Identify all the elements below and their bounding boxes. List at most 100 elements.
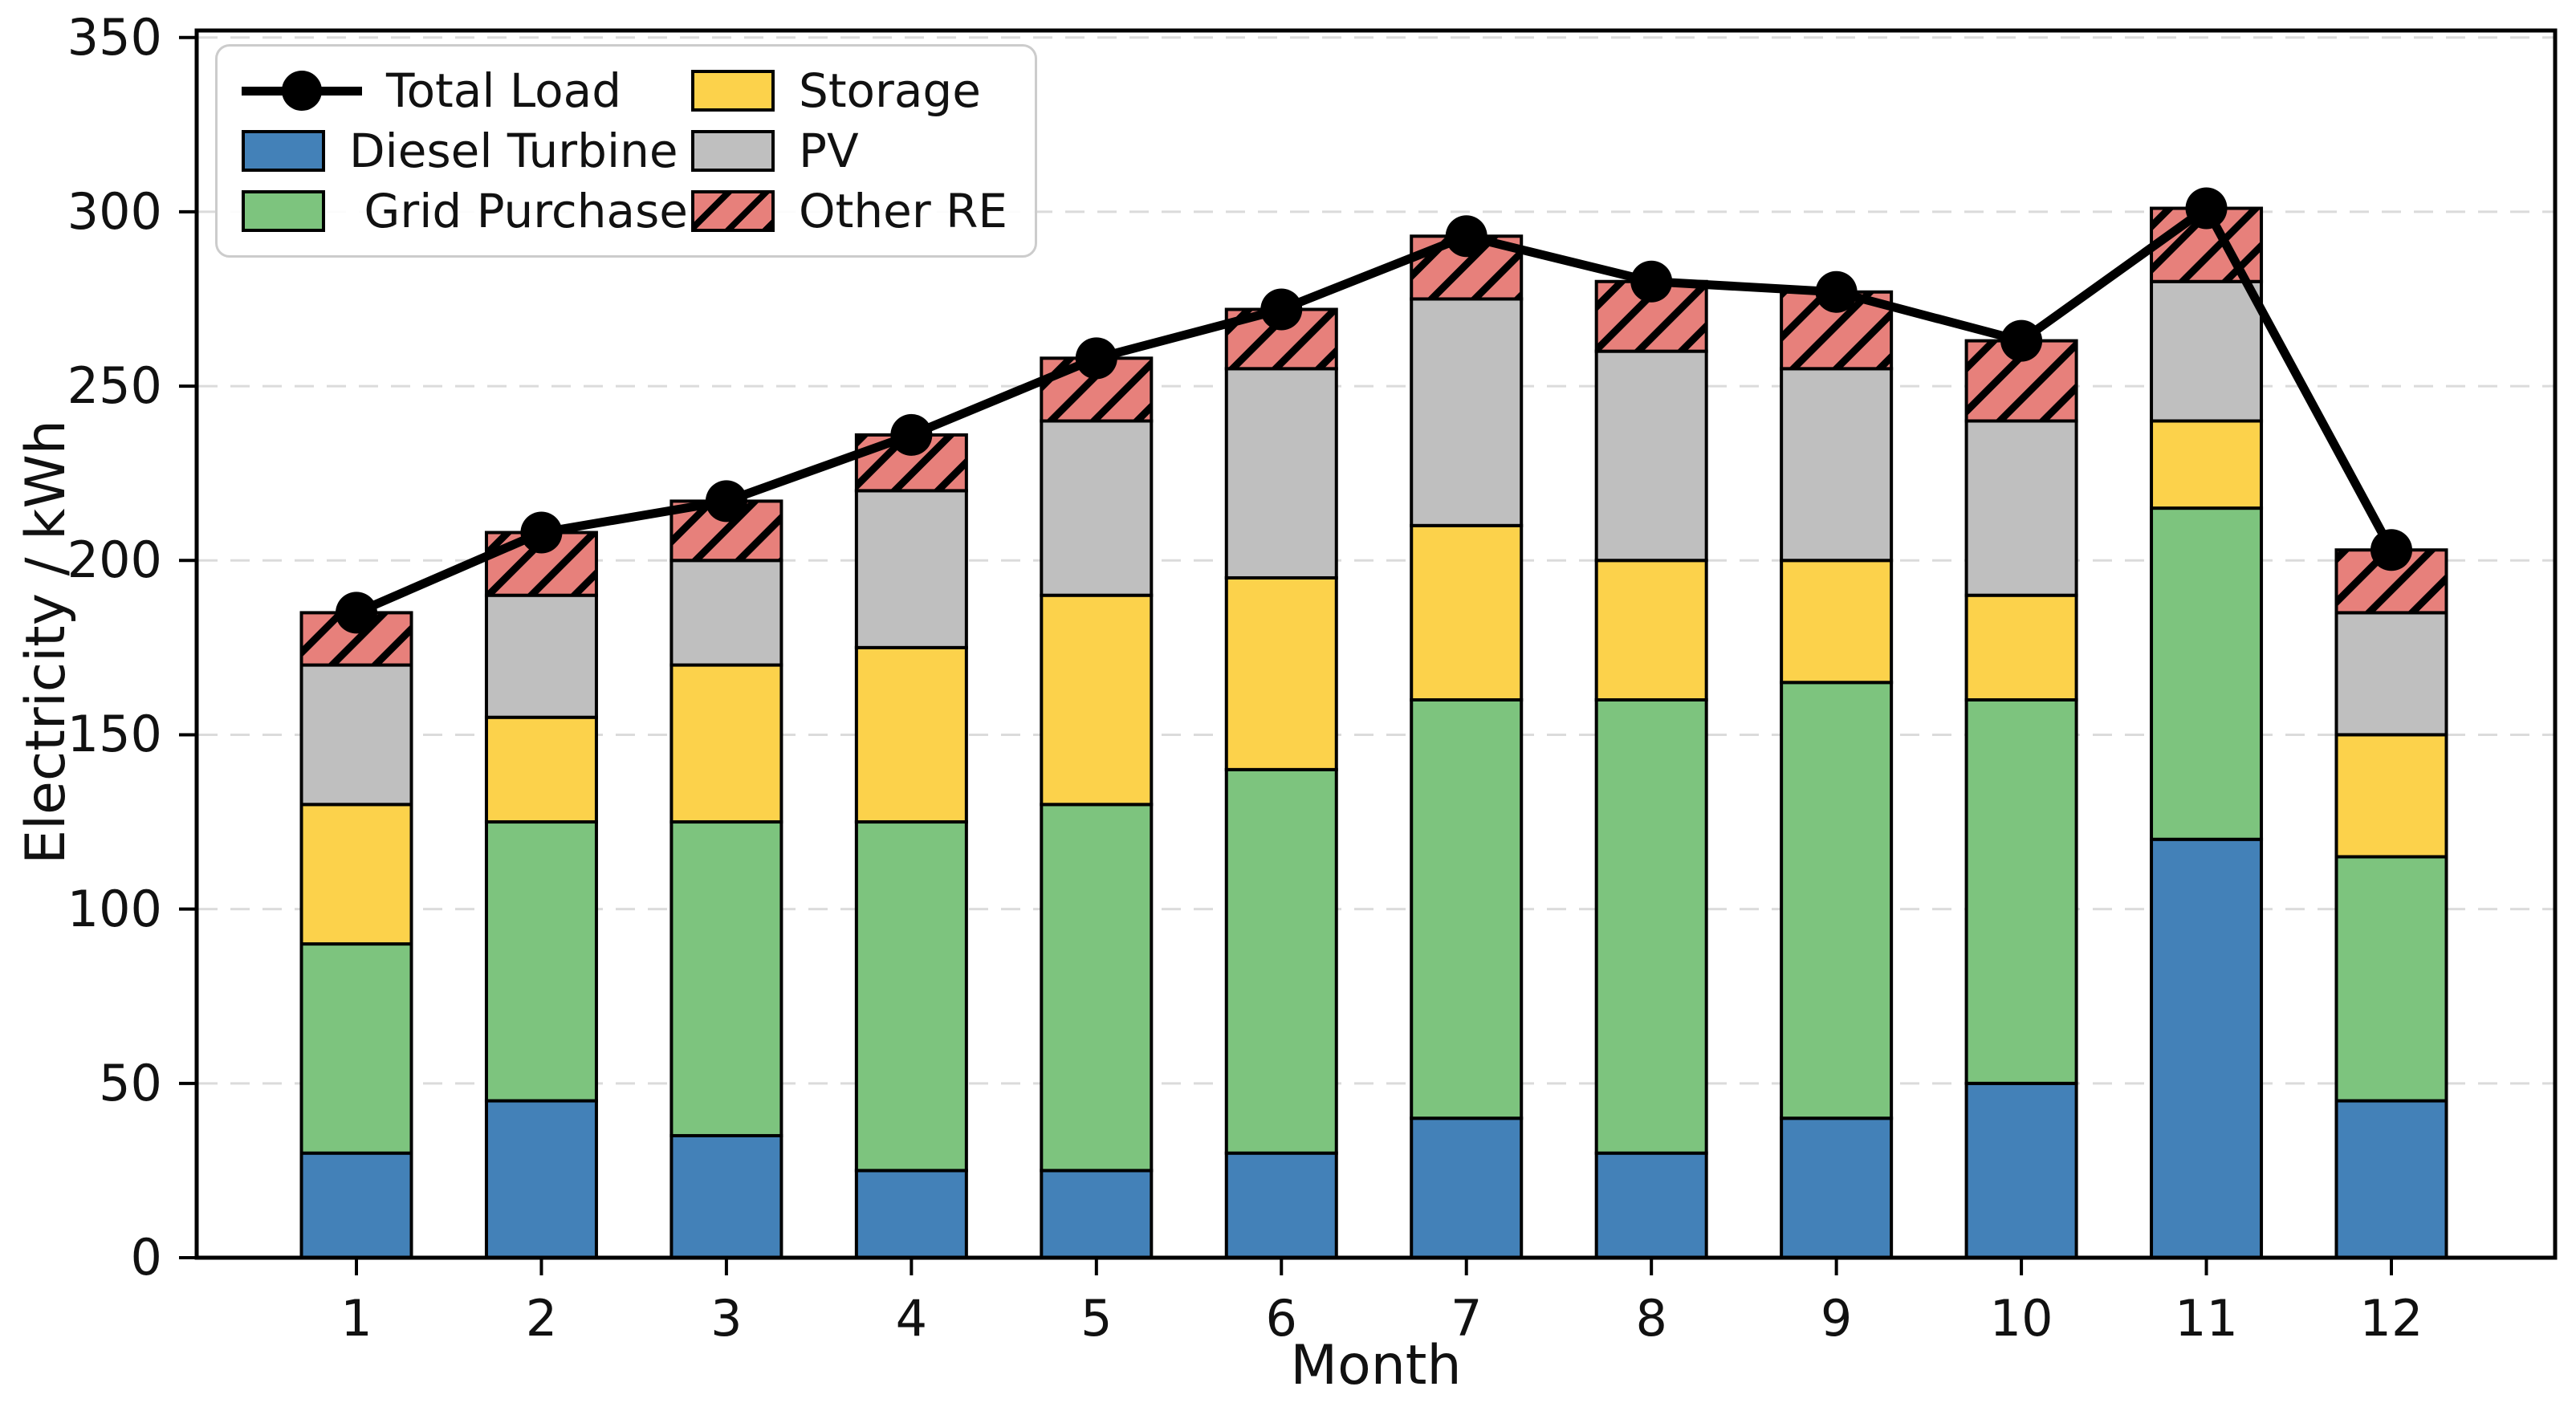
legend: Total Load Diesel Turbine Grid Purchase …	[215, 44, 1037, 258]
bar-segment	[299, 803, 413, 946]
bar-segment	[669, 663, 783, 824]
bar-segment	[2150, 279, 2264, 423]
x-tick-label: 3	[710, 1289, 743, 1348]
bar-segment	[1780, 681, 1894, 1120]
total-load-marker	[890, 413, 933, 456]
x-tick-label: 9	[1820, 1289, 1853, 1348]
legend-label: Grid Purchase	[349, 183, 688, 238]
x-tick-label: 2	[525, 1289, 558, 1348]
storage-swatch-icon	[691, 70, 775, 112]
other-re-hatched-swatch-icon	[691, 189, 775, 232]
bar-segment	[299, 663, 413, 807]
bar-segment	[1224, 1151, 1338, 1259]
legend-item-total-load: Total Load	[242, 67, 691, 114]
legend-item-pv: PV	[691, 128, 1011, 174]
total-load-marker	[1075, 337, 1117, 380]
bar-segment	[484, 1099, 598, 1259]
bar-segment	[854, 820, 968, 1173]
legend-item-storage: Storage	[691, 67, 1011, 114]
y-tick-label: 300	[67, 181, 162, 241]
bar-segment	[1410, 523, 1524, 701]
bar-segment	[1410, 698, 1524, 1120]
bar-segment	[854, 489, 968, 649]
total-load-marker	[705, 480, 747, 523]
legend-item-other-re: Other RE	[691, 188, 1011, 234]
bar-segment	[299, 942, 413, 1155]
total-load-marker	[1445, 215, 1487, 258]
total-load-marker	[2370, 529, 2412, 571]
x-tick-label: 1	[340, 1289, 372, 1348]
bar-segment	[484, 715, 598, 824]
bar-segment	[1224, 767, 1338, 1155]
bar-segment	[1964, 419, 2078, 597]
bar-segment	[2334, 1099, 2448, 1259]
pv-swatch-icon	[691, 129, 775, 172]
y-tick-label: 200	[67, 531, 162, 590]
x-tick-label: 6	[1265, 1289, 1297, 1348]
legend-label: PV	[799, 123, 859, 178]
legend-label: Other RE	[799, 183, 1008, 238]
total-load-marker	[1260, 288, 1303, 331]
bar-segment	[1410, 297, 1524, 527]
bar-segment	[1040, 419, 1154, 597]
x-tick-label: 11	[2175, 1289, 2238, 1348]
bar-segment	[484, 593, 598, 719]
total-load-line	[354, 204, 2395, 617]
x-tick-label: 8	[1635, 1289, 1667, 1348]
y-axis-title: Electricity / kWh	[14, 420, 78, 864]
total-load-line-layer	[336, 187, 2412, 634]
bar-segment	[1594, 1151, 1708, 1259]
total-load-marker	[2000, 319, 2043, 362]
x-tick-label: 12	[2359, 1289, 2423, 1348]
legend-label: Storage	[799, 63, 981, 119]
bar-segment	[2150, 837, 2264, 1259]
y-tick-label: 150	[67, 705, 162, 764]
y-tick-label: 0	[130, 1228, 162, 1287]
bar-segment	[1040, 593, 1154, 807]
bar-segment	[2334, 611, 2448, 737]
x-tick-label: 5	[1080, 1289, 1113, 1348]
total-load-marker	[520, 511, 563, 554]
x-tick-label: 4	[895, 1289, 928, 1348]
bar-segment	[1224, 575, 1338, 771]
bar-segment	[299, 1151, 413, 1259]
bar-segment	[1594, 698, 1708, 1155]
bar-segment	[1410, 1116, 1524, 1259]
x-tick-label: 7	[1450, 1289, 1483, 1348]
legend-label: Diesel Turbine	[349, 123, 678, 178]
bars-layer	[299, 206, 2448, 1259]
diesel-turbine-swatch-icon	[242, 129, 325, 172]
y-tick-label: 100	[67, 879, 162, 938]
bar-segment	[669, 1133, 783, 1259]
legend-item-diesel-turbine: Diesel Turbine	[242, 128, 691, 174]
bar-segment	[854, 645, 968, 824]
bar-segment	[2334, 855, 2448, 1103]
bar-segment	[2150, 506, 2264, 841]
bar-segment	[1780, 1116, 1894, 1259]
total-load-marker	[336, 592, 377, 634]
bar-segment	[1964, 593, 2078, 701]
bar-segment	[669, 559, 783, 667]
bar-segment	[484, 820, 598, 1103]
bar-segment	[1594, 349, 1708, 563]
x-axis-title: Month	[1290, 1334, 1462, 1397]
bar-segment	[1964, 1081, 2078, 1259]
x-tick-label: 10	[1989, 1289, 2053, 1348]
bar-segment	[1224, 367, 1338, 579]
total-load-marker	[1815, 270, 1858, 313]
bar-segment	[1964, 698, 2078, 1085]
plot-border	[194, 28, 2558, 1260]
legend-label: Total Load	[386, 63, 622, 119]
bar-segment	[1040, 803, 1154, 1173]
bar-segment	[1780, 367, 1894, 563]
bar-segment	[2334, 733, 2448, 859]
bar-segment	[854, 1169, 968, 1259]
bar-segment	[2150, 419, 2264, 510]
bar-segment	[1040, 1169, 1154, 1259]
y-tick-label: 250	[67, 356, 162, 416]
total-load-line-icon	[242, 68, 362, 113]
bar-segment	[1780, 559, 1894, 685]
tick-marks-layer	[179, 35, 2393, 1275]
